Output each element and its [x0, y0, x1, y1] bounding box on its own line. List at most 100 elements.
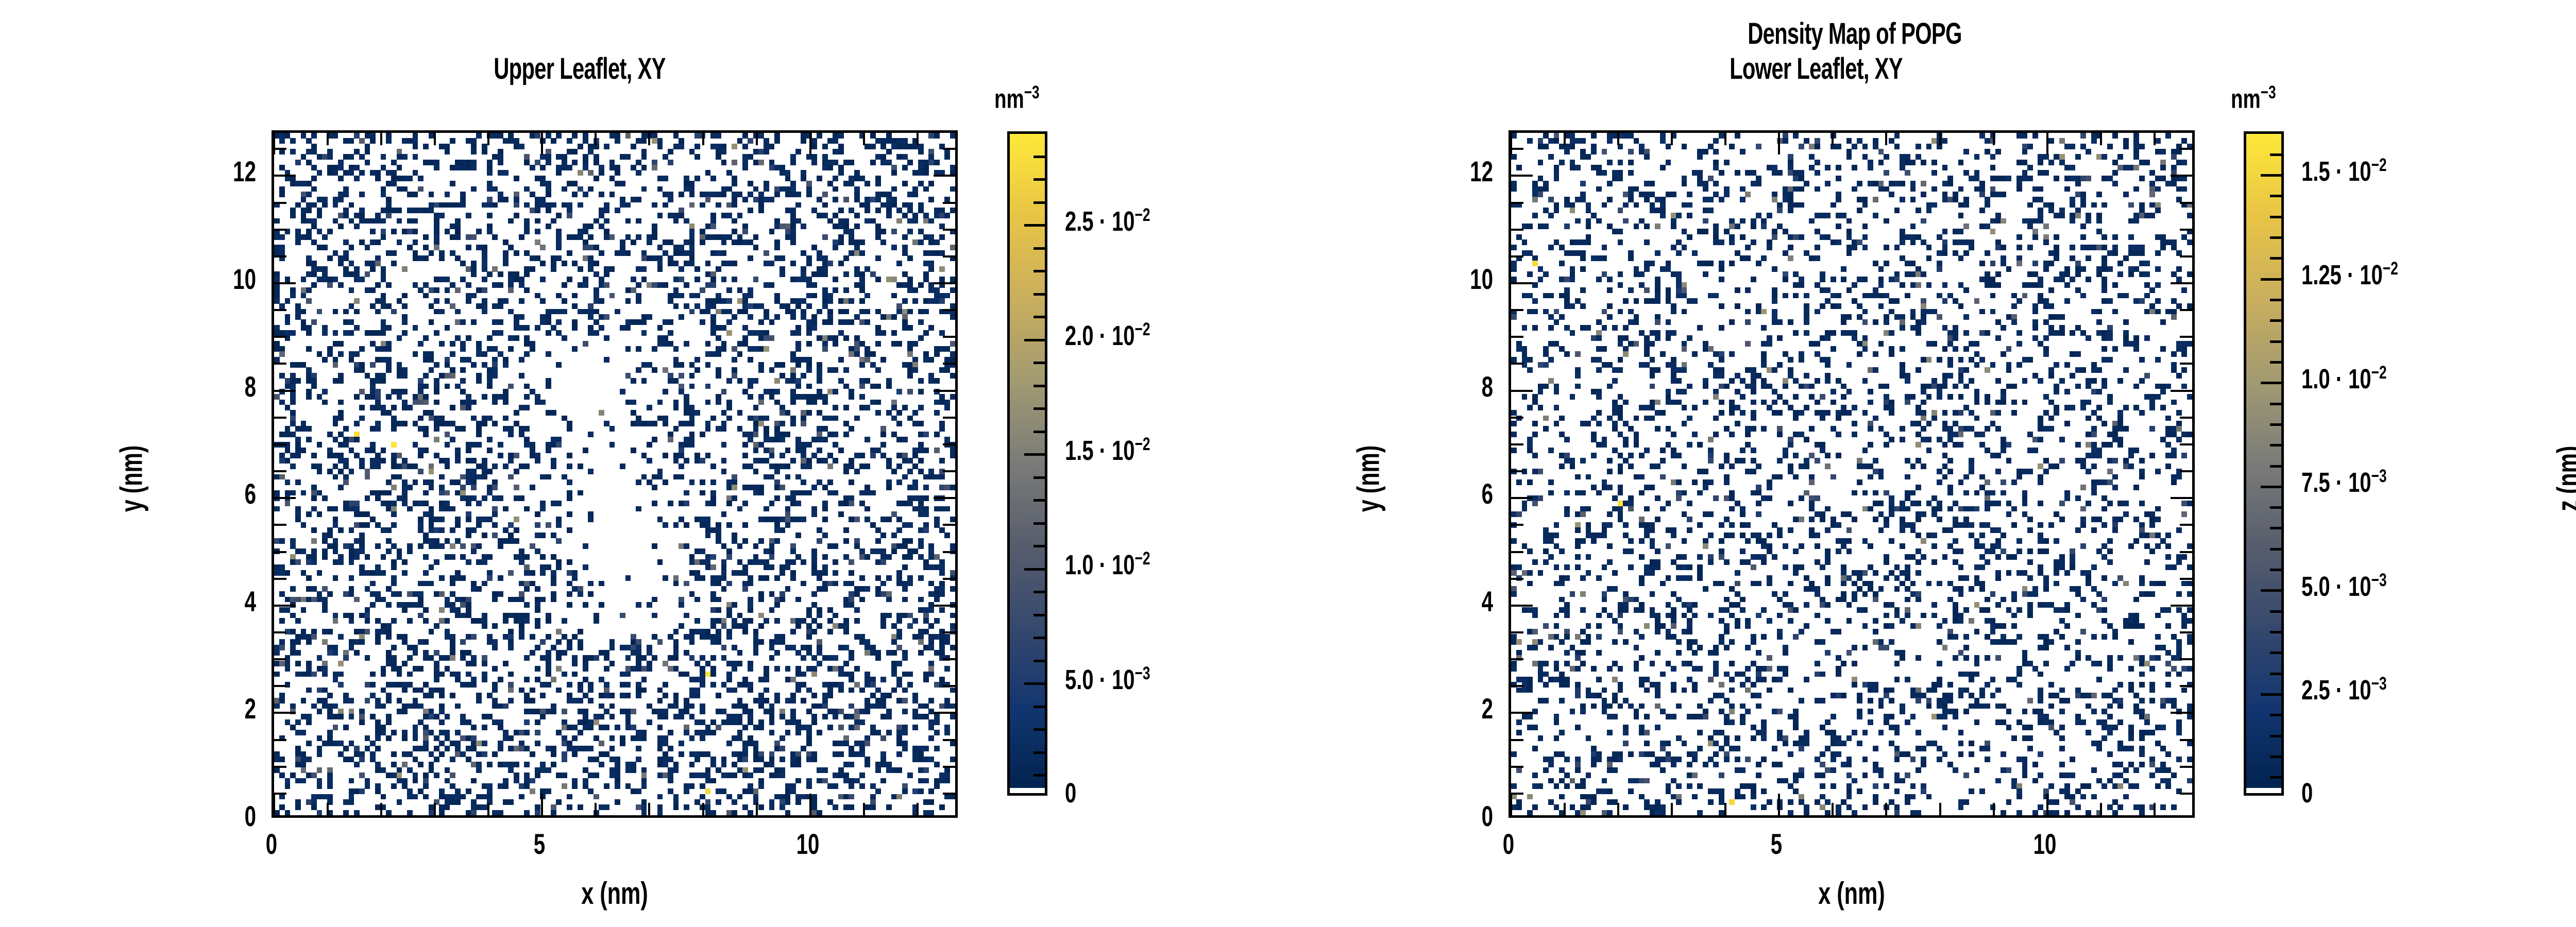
- heatmap-bin: [726, 719, 732, 725]
- heatmap-bin: [2128, 165, 2134, 170]
- heatmap-bin: [657, 399, 663, 405]
- heatmap-bin: [417, 639, 423, 645]
- heatmap-bin: [854, 666, 860, 672]
- heatmap-bin: [710, 330, 716, 336]
- heatmap-bin: [508, 271, 514, 277]
- heatmap-bin: [774, 479, 780, 485]
- heatmap-bin: [923, 778, 929, 784]
- heatmap-bin: [364, 612, 370, 619]
- heatmap-bin: [380, 767, 386, 773]
- heatmap-bin: [630, 788, 636, 795]
- heatmap-bin: [673, 628, 679, 634]
- heatmap-bin: [588, 314, 594, 320]
- heatmap-bin: [896, 751, 903, 757]
- heatmap-bin: [524, 746, 530, 752]
- y-tick-mirror-0: [943, 577, 955, 580]
- heatmap-bin: [907, 362, 913, 368]
- heatmap-bin: [300, 730, 307, 736]
- heatmap-bin: [290, 213, 296, 219]
- heatmap-bin: [811, 617, 817, 624]
- heatmap-bin: [417, 175, 423, 181]
- heatmap-bin: [444, 506, 450, 512]
- heatmap-bin: [950, 485, 955, 491]
- heatmap-bin: [295, 650, 301, 656]
- heatmap-bin: [710, 143, 716, 149]
- heatmap-bin: [923, 165, 929, 170]
- heatmap-bin: [928, 324, 935, 331]
- heatmap-bin: [673, 762, 679, 768]
- heatmap-bin: [279, 617, 285, 624]
- heatmap-bin: [401, 778, 408, 784]
- heatmap-bin: [455, 538, 461, 544]
- heatmap-bin: [843, 159, 849, 165]
- heatmap-bin: [476, 420, 482, 426]
- heatmap-bin: [588, 719, 594, 725]
- heatmap-bin: [753, 426, 759, 432]
- heatmap-bin: [513, 175, 519, 181]
- heatmap-bin: [359, 239, 365, 245]
- heatmap-bin: [710, 319, 716, 325]
- heatmap-bin: [710, 666, 716, 672]
- heatmap-bin: [742, 324, 748, 331]
- heatmap-bin: [822, 655, 828, 661]
- heatmap-bin: [284, 442, 291, 448]
- heatmap-bin: [391, 617, 397, 624]
- heatmap-bin: [535, 607, 540, 613]
- heatmap-bin: [1569, 165, 1575, 170]
- heatmap-bin: [2107, 143, 2113, 149]
- heatmap-bin: [641, 810, 647, 815]
- heatmap-bin: [822, 501, 828, 507]
- heatmap-bin: [375, 698, 381, 704]
- heatmap-bin: [369, 602, 376, 608]
- heatmap-bin: [588, 511, 594, 517]
- heatmap-bin: [604, 282, 610, 288]
- heatmap-bin: [417, 543, 423, 549]
- heatmap-bin: [300, 218, 307, 224]
- heatmap-bin: [912, 213, 919, 219]
- heatmap-bin: [412, 757, 418, 762]
- heatmap-bin: [375, 261, 381, 267]
- heatmap-bin: [295, 730, 301, 736]
- heatmap-bin: [716, 575, 722, 581]
- heatmap-bin: [417, 527, 423, 533]
- heatmap-bin: [428, 580, 434, 587]
- heatmap-bin: [332, 378, 338, 384]
- heatmap-bin: [492, 485, 498, 491]
- heatmap-bin: [583, 783, 588, 789]
- heatmap-bin: [694, 719, 700, 725]
- heatmap-bin: [519, 314, 524, 320]
- heatmap-bin: [732, 239, 738, 245]
- heatmap-bin: [396, 335, 402, 341]
- heatmap-bin: [375, 746, 381, 752]
- heatmap-bin: [636, 298, 642, 304]
- heatmap-bin: [407, 229, 413, 235]
- heatmap-bin: [795, 666, 801, 672]
- heatmap-bin: [449, 543, 455, 549]
- heatmap-bin: [465, 458, 471, 464]
- heatmap-bin: [1681, 143, 1687, 149]
- heatmap-bin: [918, 714, 924, 720]
- heatmap-bin: [364, 495, 370, 501]
- heatmap-bin: [455, 517, 461, 523]
- heatmap-bin: [854, 239, 860, 245]
- heatmap-bin: [880, 330, 887, 336]
- y-tick-0: [274, 739, 286, 741]
- heatmap-bin: [545, 378, 551, 384]
- heatmap-bin: [838, 234, 844, 240]
- heatmap-bin: [535, 202, 540, 208]
- heatmap-bin: [433, 223, 439, 229]
- heatmap-bin: [641, 735, 647, 741]
- heatmap-bin: [375, 564, 381, 571]
- heatmap-bin: [449, 351, 455, 357]
- heatmap-bin: [843, 181, 849, 186]
- heatmap-bin: [641, 250, 647, 256]
- heatmap-bin: [811, 437, 817, 442]
- heatmap-bin: [859, 746, 865, 752]
- heatmap-bin: [369, 138, 376, 144]
- heatmap-bin: [849, 746, 855, 752]
- heatmap-bin: [316, 591, 323, 597]
- heatmap-bin: [503, 261, 509, 267]
- heatmap-bin: [928, 623, 935, 629]
- heatmap-bin: [790, 719, 796, 725]
- heatmap-bin: [801, 725, 807, 730]
